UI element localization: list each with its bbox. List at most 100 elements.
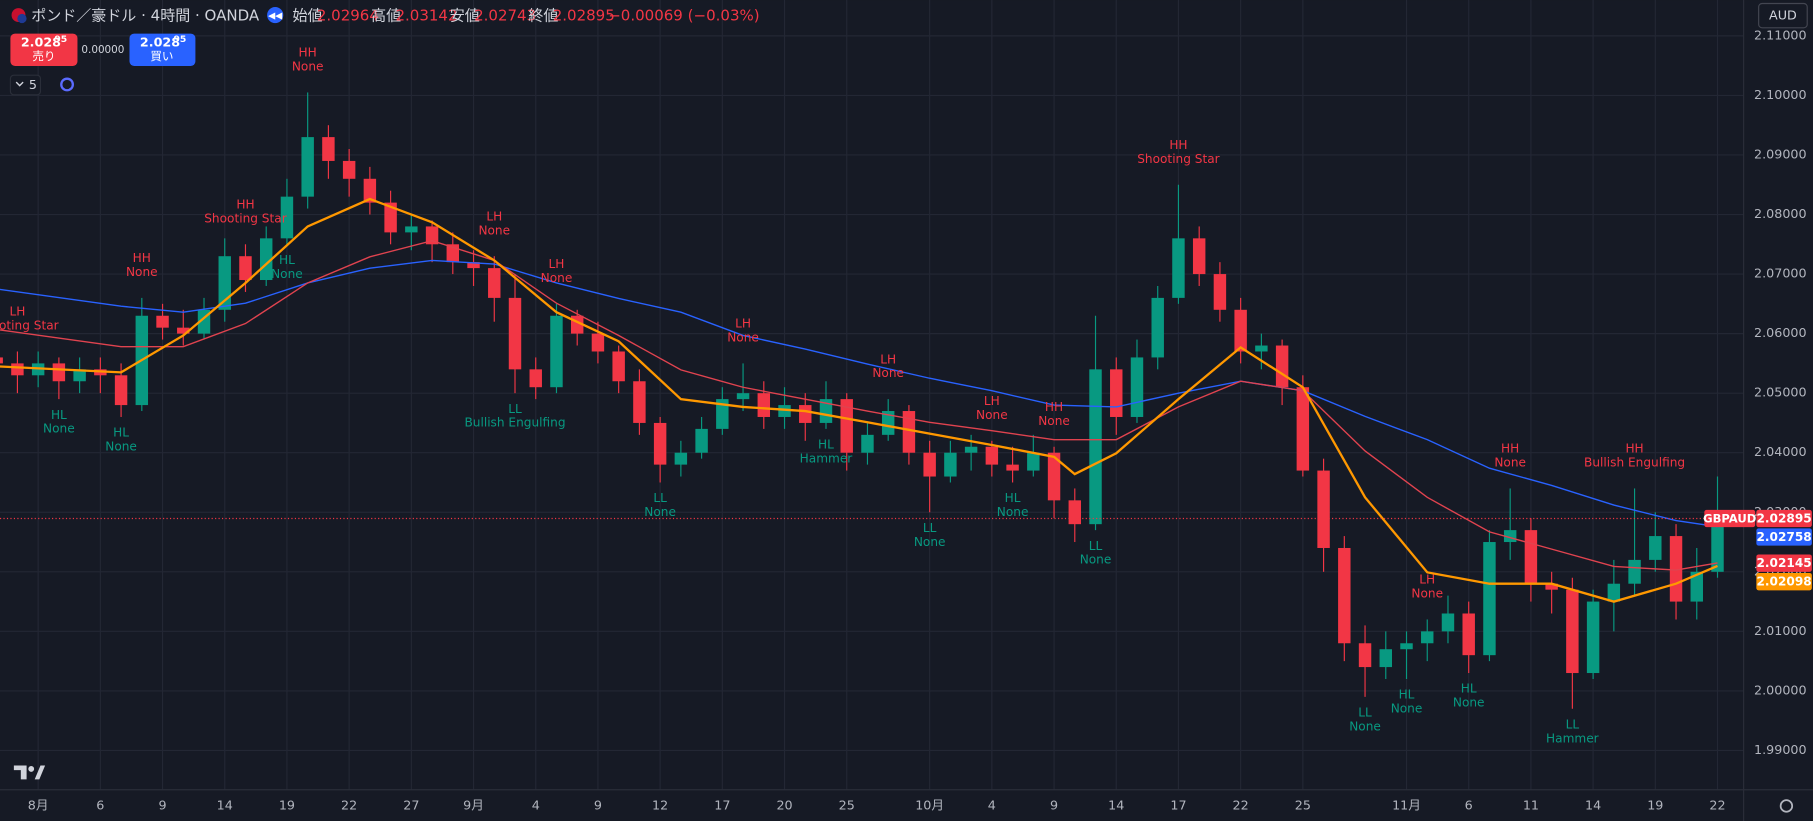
pattern-label: HL xyxy=(113,426,129,440)
x-tick-label: 25 xyxy=(1295,797,1311,812)
pattern-label: HH xyxy=(1501,442,1519,456)
pattern-label: HL xyxy=(1461,682,1477,696)
currency-label: AUD xyxy=(1769,8,1797,23)
candle-body xyxy=(280,196,294,239)
sell-button[interactable] xyxy=(10,33,78,66)
pattern-label: LH xyxy=(984,394,1000,408)
buy-button[interactable] xyxy=(129,33,196,66)
pattern-label: LL xyxy=(508,402,522,416)
candle-body xyxy=(301,137,314,197)
candle-body xyxy=(695,428,708,453)
y-tick-label: 2.06000 xyxy=(1754,325,1807,340)
replay-button[interactable] xyxy=(267,6,284,24)
pattern-label: HH xyxy=(1625,442,1643,456)
pattern-label: LL xyxy=(653,491,667,505)
candle-body xyxy=(861,434,874,453)
pattern-label: None xyxy=(976,408,1008,422)
x-tick-label: 22 xyxy=(1233,797,1249,812)
candle-body xyxy=(467,262,480,269)
candle-body xyxy=(1607,583,1621,602)
y-tick-label: 1.99000 xyxy=(1754,742,1807,757)
indicator-toggle[interactable] xyxy=(9,74,42,96)
pattern-label: None xyxy=(271,267,303,281)
candle-body xyxy=(0,357,3,364)
pattern-label: Shooting Star xyxy=(1137,152,1219,166)
x-tick-label: 12 xyxy=(652,797,668,812)
candle-body xyxy=(1130,357,1144,417)
price-tag-label: 2.02098 xyxy=(1756,575,1811,589)
currency-button[interactable] xyxy=(1758,2,1808,29)
high-label: 高値 xyxy=(371,7,401,25)
pattern-label: LH xyxy=(486,209,502,223)
candle-body xyxy=(259,238,273,281)
candle-body xyxy=(1192,238,1206,275)
low-label: 安値 xyxy=(450,7,480,25)
candle-body xyxy=(322,137,335,161)
candle-body xyxy=(1711,518,1724,572)
open-value: 2.02964 xyxy=(317,7,379,25)
symbol-tag xyxy=(1704,509,1756,528)
candle-body xyxy=(1296,387,1310,471)
candle-body xyxy=(488,268,501,298)
pattern-label: None xyxy=(872,366,904,380)
x-tick-label: 10月 xyxy=(915,797,944,812)
pattern-label: None xyxy=(1453,696,1485,710)
pattern-label: HL xyxy=(51,408,67,422)
candle-body xyxy=(1110,369,1123,417)
x-tick-label: 6 xyxy=(96,797,104,812)
x-tick-label: 4 xyxy=(988,797,996,812)
x-tick-label: 6 xyxy=(1465,797,1473,812)
x-tick-label: 19 xyxy=(1647,797,1663,812)
replay-icon: ◀◀ xyxy=(268,11,283,22)
candle-body xyxy=(1234,309,1247,352)
pattern-label: LL xyxy=(1089,539,1103,553)
price-tag-label: 2.02145 xyxy=(1756,556,1811,570)
pattern-label: None xyxy=(43,422,75,436)
x-tick-label: 22 xyxy=(341,797,357,812)
y-tick-label: 2.08000 xyxy=(1754,206,1807,221)
pattern-label: HL xyxy=(1005,491,1021,505)
pattern-label: None xyxy=(1391,702,1423,716)
settings-button[interactable] xyxy=(1779,799,1794,813)
y-tick-label: 2.11000 xyxy=(1754,27,1807,42)
pattern-label: None xyxy=(292,60,324,74)
moving-average xyxy=(0,240,1718,571)
logo-part xyxy=(28,766,35,772)
high-value: 2.03142 xyxy=(395,7,457,25)
candle-body xyxy=(11,363,24,376)
low-value: 2.02743 xyxy=(474,7,536,25)
symbol-title: ポンド／豪ドル · 4時間 · OANDA xyxy=(31,7,260,25)
pattern-label: HH xyxy=(1169,138,1187,152)
sync-icon[interactable] xyxy=(60,77,74,92)
candle-body xyxy=(1649,536,1662,560)
x-tick-label: 20 xyxy=(776,797,792,812)
logo-part xyxy=(13,765,27,780)
sell-price: 2.028 xyxy=(21,34,61,49)
pattern-label: Hammer xyxy=(800,451,853,465)
x-tick-label: 9月 xyxy=(463,797,484,812)
pattern-label: HL xyxy=(818,438,834,452)
candle-body xyxy=(1213,274,1227,310)
pattern-label: None xyxy=(541,271,573,285)
x-tick-label: 8月 xyxy=(28,797,49,812)
pattern-label: LH xyxy=(549,257,565,271)
candle-body xyxy=(425,226,439,245)
candle-body xyxy=(819,399,833,423)
candle-body xyxy=(114,375,128,406)
candle-body xyxy=(1690,571,1703,602)
candle-body xyxy=(239,256,252,281)
pattern-label: None xyxy=(105,440,137,454)
pattern-label: HH xyxy=(299,46,317,60)
pattern-label: None xyxy=(644,505,676,519)
pattern-label: HL xyxy=(279,253,295,267)
candle-body xyxy=(384,202,397,233)
moving-average xyxy=(0,259,1718,528)
candle-body xyxy=(716,399,729,429)
pattern-label: None xyxy=(1411,587,1443,601)
price-tag xyxy=(1756,572,1812,591)
x-tick-label: 17 xyxy=(1170,797,1186,812)
pattern-label: LH xyxy=(9,305,25,319)
moving-average xyxy=(0,197,1718,603)
price-tag xyxy=(1756,554,1812,572)
